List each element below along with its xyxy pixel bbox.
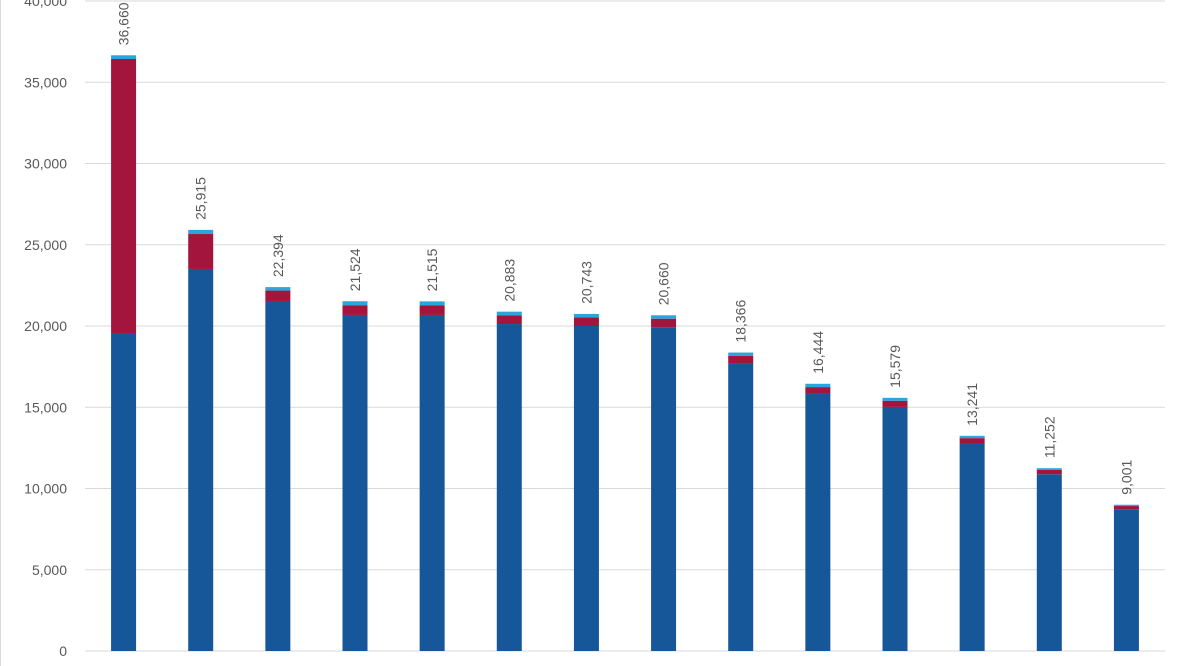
y-tick-label: 40,000 <box>24 0 67 9</box>
bar-segment <box>419 314 445 651</box>
bar-segment <box>419 305 445 315</box>
bar-segment <box>728 355 754 364</box>
total-label: 20,883 <box>501 259 517 302</box>
total-label: 15,579 <box>887 345 903 388</box>
bar-segment <box>882 400 908 407</box>
y-tick-label: 25,000 <box>24 237 67 253</box>
bar-segment <box>419 301 445 306</box>
total-label: 11,252 <box>1041 416 1057 458</box>
total-label: 22,394 <box>270 234 286 277</box>
bar-segment <box>959 435 985 439</box>
bar-segment <box>959 438 985 443</box>
bar-segment <box>188 268 214 651</box>
bar-segment <box>573 317 599 326</box>
total-label: 16,444 <box>810 331 826 374</box>
y-tick-label: 5,000 <box>32 562 67 578</box>
total-label: 21,524 <box>347 248 363 291</box>
y-tick-label: 20,000 <box>24 318 67 334</box>
bar-segment <box>496 315 522 325</box>
bar-segment <box>1113 509 1139 651</box>
bar-segment <box>1036 474 1062 651</box>
bar-segment <box>265 300 291 651</box>
y-tick-label: 35,000 <box>24 74 67 90</box>
total-label: 18,366 <box>733 300 749 343</box>
bar-segment <box>651 318 677 328</box>
y-tick-label: 30,000 <box>24 156 67 172</box>
total-label: 36,660 <box>116 2 132 45</box>
bar-segment <box>1036 469 1062 475</box>
bar-segment <box>651 315 677 319</box>
bar-segment <box>805 383 831 388</box>
total-label: 20,660 <box>656 262 672 305</box>
bar-segment <box>188 229 214 235</box>
bar-segment <box>342 301 368 306</box>
total-label: 21,515 <box>424 248 440 291</box>
total-label: 20,743 <box>578 261 594 304</box>
bar-segment <box>188 234 214 269</box>
bar-segment <box>496 311 522 316</box>
bar-segment <box>805 387 831 394</box>
bar-segment <box>342 305 368 315</box>
y-tick-label: 15,000 <box>24 399 67 415</box>
bar-segment <box>882 397 908 401</box>
bar-segment <box>959 443 985 651</box>
total-label: 25,915 <box>193 177 209 220</box>
y-tick-label: 10,000 <box>24 481 67 497</box>
bar-segment <box>111 59 137 333</box>
bar-segment <box>651 327 677 651</box>
bar-segment <box>342 314 368 651</box>
bar-segment <box>728 363 754 651</box>
bar-segment <box>265 287 291 291</box>
bar-segment <box>111 332 137 651</box>
bar-segment <box>1036 468 1062 470</box>
bar-segment <box>496 324 522 651</box>
bar-segment <box>1113 506 1139 510</box>
total-label: 13,241 <box>964 383 980 426</box>
total-label: 9,001 <box>1118 459 1134 494</box>
bar-segment <box>111 55 137 60</box>
bar-segment <box>728 352 754 356</box>
bar-segment <box>573 326 599 651</box>
bar-segment <box>573 313 599 318</box>
bar-segment <box>1113 504 1139 507</box>
bar-segment <box>805 393 831 651</box>
bar-segment <box>882 406 908 651</box>
bar-segment <box>265 290 291 301</box>
y-tick-label: 0 <box>59 643 67 659</box>
